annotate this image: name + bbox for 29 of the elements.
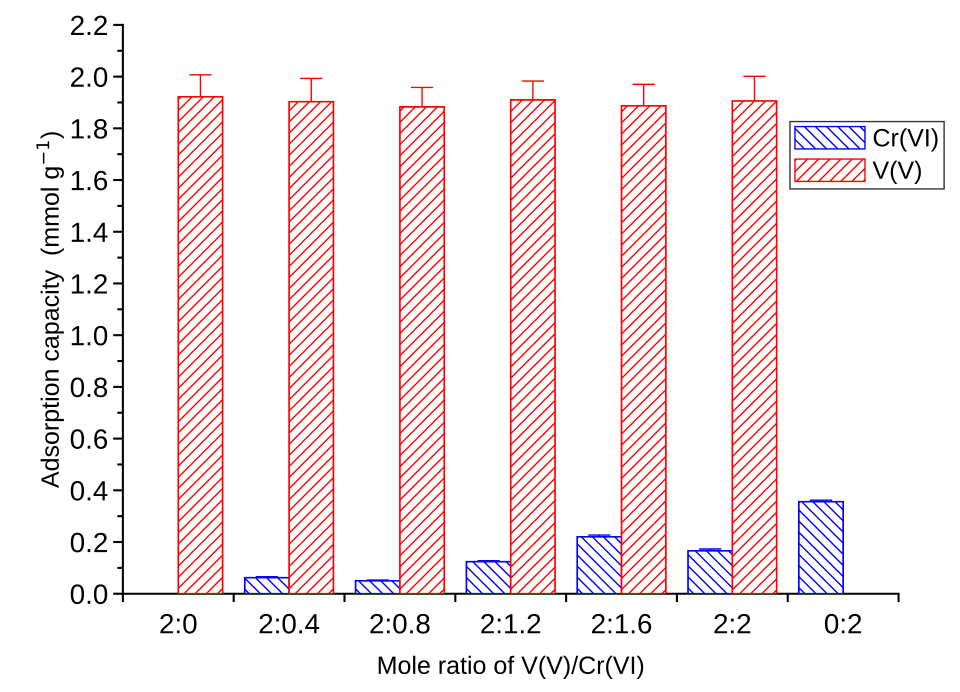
bar xyxy=(576,536,622,594)
y-tick-label: 0.2 xyxy=(70,532,107,552)
y-tick-label: 1.2 xyxy=(72,274,107,294)
y-tick-label: 1.0 xyxy=(72,326,108,346)
x-tick-label: 2:1.2 xyxy=(481,614,540,634)
x-tick-label: 2:0.8 xyxy=(370,614,430,634)
bar xyxy=(354,580,401,594)
x-axis-title: Mole ratio of V(V)/Cr(VI) xyxy=(378,656,644,680)
x-tick-label: 0:2 xyxy=(824,614,862,634)
bar xyxy=(687,550,734,594)
y-tick-label: 1.4 xyxy=(72,222,108,242)
y-tick-label: 0.4 xyxy=(70,480,108,501)
x-tick-label: 2:1.6 xyxy=(592,614,652,634)
y-tick-label: 0.6 xyxy=(70,429,108,449)
y-tick-label: 1.6 xyxy=(72,170,108,190)
legend-label: Cr(VI) xyxy=(874,128,938,152)
bar xyxy=(244,576,290,594)
bar xyxy=(466,560,512,594)
y-tick-label: 0.0 xyxy=(70,584,108,604)
y-tick-label: 1.8 xyxy=(72,119,108,139)
legend-label: V(V) xyxy=(872,160,921,184)
y-tick-label: 2.0 xyxy=(71,67,108,87)
x-tick-label: 2:0 xyxy=(160,614,197,634)
x-tick-label: 2:2 xyxy=(714,614,750,634)
y-axis-title: Adsorption capacity (mmol g$^{−1}$) xyxy=(36,132,64,488)
y-tick-label: 2.2 xyxy=(71,16,107,35)
y-tick-label: 0.8 xyxy=(70,378,108,398)
bar xyxy=(798,500,844,594)
x-tick-label: 2:0.4 xyxy=(260,614,320,634)
